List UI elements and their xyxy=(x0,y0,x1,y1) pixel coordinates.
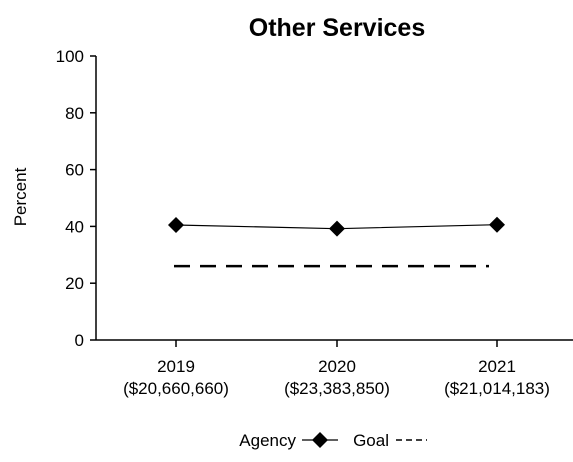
x-tick-sublabel: ($21,014,183) xyxy=(444,379,550,398)
axes xyxy=(95,56,573,341)
agency-point xyxy=(329,220,345,237)
legend-agency-marker xyxy=(312,432,328,448)
legend-label-agency: Agency xyxy=(239,431,296,450)
series-group xyxy=(168,216,505,268)
agency-point xyxy=(489,216,505,233)
y-tick-label: 40 xyxy=(65,217,84,236)
y-tick-label: 60 xyxy=(65,161,84,180)
agency-point xyxy=(168,216,184,233)
chart-title: Other Services xyxy=(249,14,426,42)
y-tick-label: 100 xyxy=(56,47,84,66)
legend-label-goal: Goal xyxy=(353,431,389,450)
y-tick-label: 20 xyxy=(65,274,84,293)
x-ticks: 2019 ($20,660,660) 2020 ($23,383,850) 2021 ($… xyxy=(123,340,550,398)
x-tick-sublabel: ($23,383,850) xyxy=(284,379,390,398)
y-ticks: 0 20 40 60 80 100 xyxy=(56,47,96,350)
x-tick-label: 2019 xyxy=(157,357,195,376)
y-tick-label: 0 xyxy=(75,331,84,350)
x-tick-label: 2021 xyxy=(478,357,516,376)
x-tick-sublabel: ($20,660,660) xyxy=(123,379,229,398)
y-tick-label: 80 xyxy=(65,104,84,123)
y-axis-label: Percent xyxy=(11,167,30,226)
legend: Agency Goal xyxy=(239,431,427,450)
x-tick-label: 2020 xyxy=(318,357,356,376)
